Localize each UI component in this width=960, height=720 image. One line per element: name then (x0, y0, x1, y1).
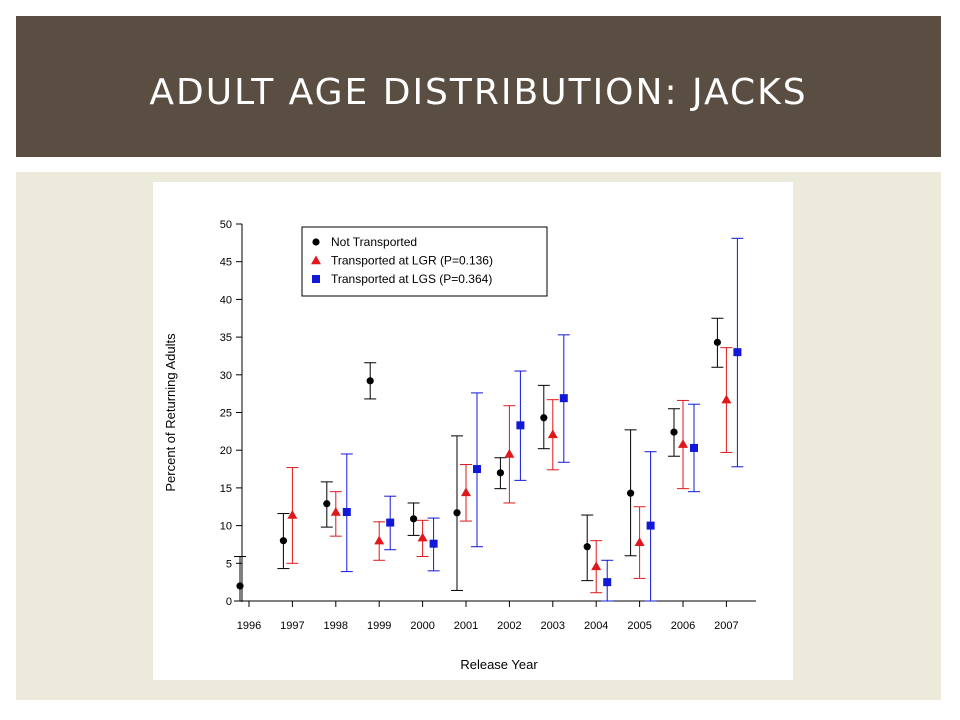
data-point (236, 582, 244, 590)
y-tick-label: 15 (220, 483, 232, 495)
x-tick-label: 1997 (280, 620, 304, 632)
data-point (583, 543, 591, 551)
data-point (410, 515, 418, 523)
x-axis-title: Release Year (460, 657, 538, 672)
data-point (634, 537, 645, 546)
y-axis-title: Percent of Returning Adults (163, 333, 178, 492)
y-tick-label: 50 (220, 219, 232, 231)
data-point (504, 448, 515, 458)
data-point (690, 443, 698, 452)
y-tick-label: 25 (220, 408, 232, 420)
legend-marker (312, 275, 320, 283)
y-tick-label: 10 (220, 521, 232, 533)
x-tick-label: 2000 (410, 620, 434, 632)
x-tick-label: 1998 (324, 620, 348, 632)
y-tick-label: 30 (220, 370, 232, 382)
series-triangle (286, 347, 733, 594)
data-point (453, 509, 461, 517)
series-circle (234, 317, 724, 602)
data-point (559, 394, 568, 403)
data-point (733, 348, 742, 357)
data-point (279, 537, 287, 545)
legend-box (301, 226, 548, 297)
data-point (417, 532, 428, 542)
y-tick-label: 45 (220, 257, 232, 269)
legend-label: Not Transported (331, 235, 417, 249)
data-point (366, 377, 374, 385)
data-point (323, 500, 331, 508)
legend-label: Transported at LGR (P=0.136) (331, 254, 493, 268)
x-tick-label: 2002 (497, 620, 521, 632)
data-point (287, 510, 298, 519)
data-point (429, 539, 438, 548)
data-point (386, 518, 395, 527)
data-point (713, 338, 722, 346)
legend: Not Transported Transported at LGR (P=0.1… (301, 226, 548, 297)
y-tick-label: 5 (226, 558, 232, 570)
data-point (330, 507, 341, 516)
y-tick-label: 35 (220, 332, 232, 344)
slide-title: ADULT AGE DISTRIBUTION: JACKS (149, 72, 808, 113)
x-tick-label: 1996 (237, 620, 261, 632)
data-point (547, 429, 558, 439)
data-point (540, 414, 548, 422)
x-tick-label: 2001 (454, 620, 478, 632)
data-point (591, 561, 602, 571)
data-point (603, 578, 612, 587)
x-tick-label: 1999 (367, 620, 391, 632)
data-point (496, 469, 504, 477)
y-tick-label: 0 (226, 596, 232, 608)
x-tick-label: 2005 (627, 620, 651, 632)
x-tick-label: 2004 (584, 620, 608, 632)
data-point (670, 428, 678, 436)
chart-svg: 0 5 10 15 20 25 30 35 40 45 50 1996 1997 1998 1999 2000… (163, 219, 756, 672)
legend-marker (311, 255, 321, 265)
title-bar: ADULT AGE DISTRIBUTION: JACKS (16, 16, 941, 157)
x-tick-label: 2006 (671, 620, 695, 632)
data-point (342, 508, 351, 517)
data-point (374, 535, 385, 545)
x-tick-label: 2003 (541, 620, 565, 632)
data-point (473, 465, 481, 474)
data-point (461, 487, 471, 497)
x-tick-label: 2007 (714, 620, 738, 632)
data-point (678, 439, 688, 448)
data-point (721, 394, 732, 404)
legend-label: Transported at LGS (P=0.364) (331, 272, 492, 286)
y-tick-label: 20 (220, 445, 232, 457)
data-point (516, 421, 525, 430)
chart-container: 0 5 10 15 20 25 30 35 40 45 50 1996 1997 1998 1999 2000… (153, 182, 793, 680)
y-tick-label: 40 (220, 294, 232, 306)
data-point (646, 521, 655, 530)
legend-marker (312, 238, 320, 246)
data-point (627, 489, 635, 497)
